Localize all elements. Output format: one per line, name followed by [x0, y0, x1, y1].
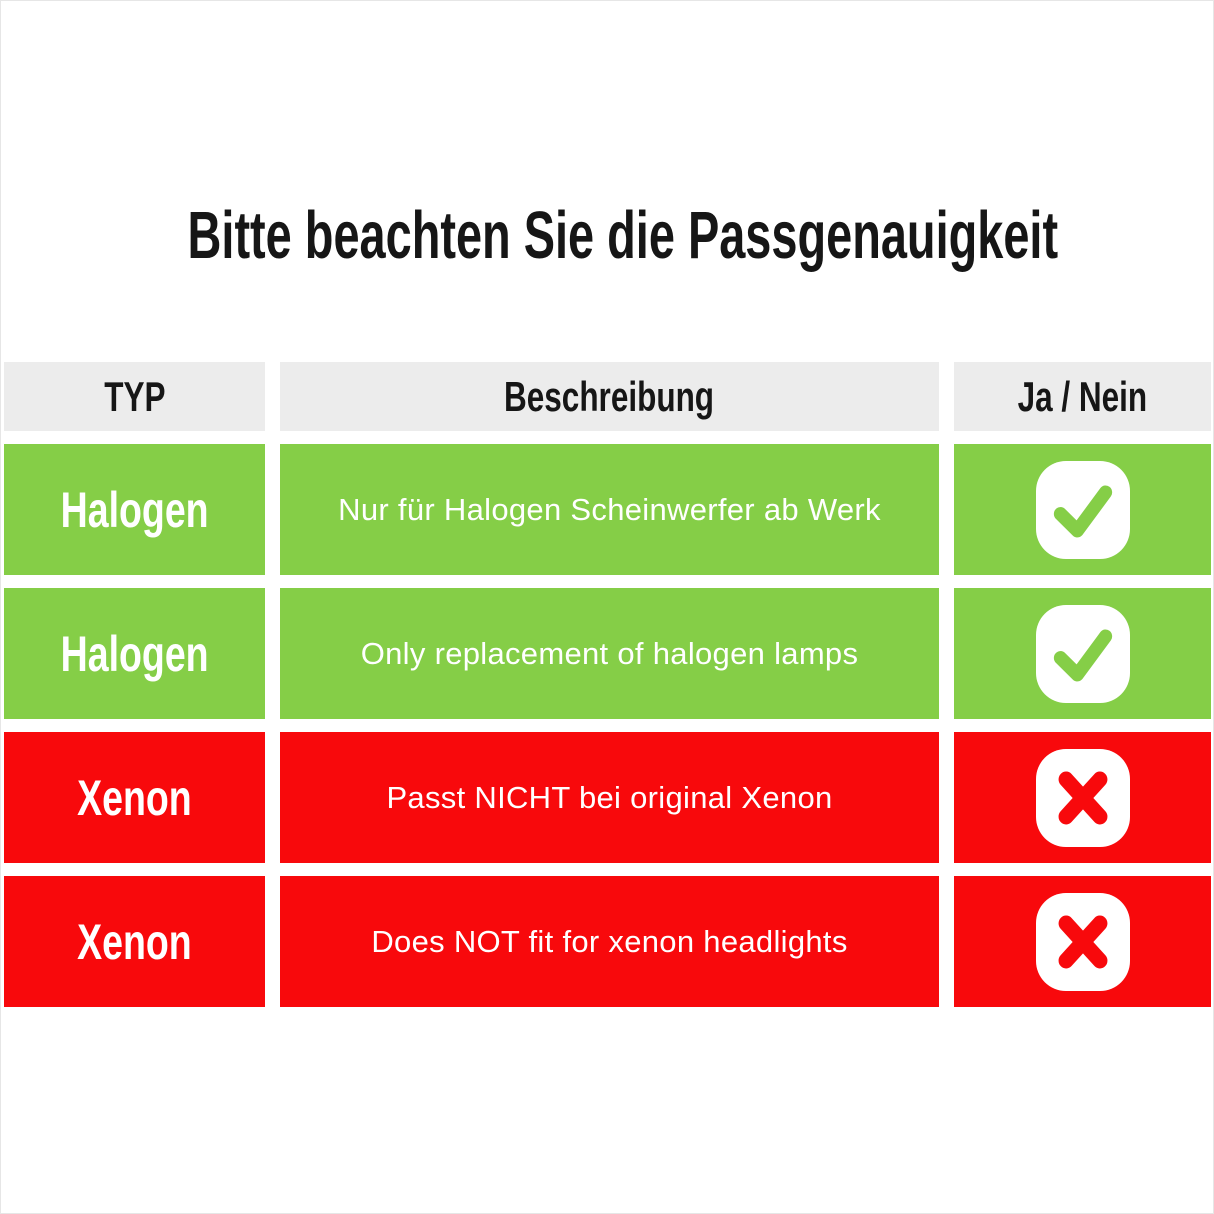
row-3-type-label: Xenon — [77, 769, 192, 826]
page-title-text: Bitte beachten Sie die Passgenauigkeit — [187, 198, 1059, 273]
column-header-typ-label: TYP — [103, 372, 166, 420]
column-header-ja-nein: Ja / Nein — [954, 362, 1211, 431]
check-icon — [1053, 629, 1112, 681]
column-header-beschreibung-label: Beschreibung — [504, 372, 715, 420]
row-2-description-text: Only replacement of halogen lamps — [360, 635, 859, 671]
status-badge — [1035, 604, 1130, 703]
column-header-beschreibung: Beschreibung — [280, 362, 939, 431]
row-4-type-cell: Xenon — [4, 876, 265, 1007]
row-1-description-text: Nur für Halogen Scheinwerfer ab Werk — [338, 491, 881, 527]
row-2-status-cell — [954, 588, 1211, 719]
cross-icon — [1058, 915, 1107, 968]
row-2-type-cell: Halogen — [4, 588, 265, 719]
row-3-status-cell — [954, 732, 1211, 863]
check-icon — [1053, 485, 1112, 537]
row-4-type-label: Xenon — [77, 913, 192, 970]
row-1-type-cell: Halogen — [4, 444, 265, 575]
row-3-type-cell: Xenon — [4, 732, 265, 863]
status-badge — [1035, 460, 1130, 559]
status-badge — [1035, 748, 1130, 847]
row-1-status-cell — [954, 444, 1211, 575]
row-1-type-label: Halogen — [60, 481, 209, 538]
row-4-description-cell: Does NOT fit for xenon headlights — [280, 876, 939, 1007]
row-3-description-cell: Passt NICHT bei original Xenon — [280, 732, 939, 863]
column-header-typ: TYP — [4, 362, 265, 431]
row-1-description-cell: Nur für Halogen Scheinwerfer ab Werk — [280, 444, 939, 575]
column-header-ja-nein-label: Ja / Nein — [1017, 372, 1148, 420]
row-4-status-cell — [954, 876, 1211, 1007]
status-badge — [1035, 892, 1130, 991]
row-2-type-label: Halogen — [60, 625, 209, 682]
row-4-description-text: Does NOT fit for xenon headlights — [371, 923, 848, 959]
row-3-description-text: Passt NICHT bei original Xenon — [386, 779, 833, 815]
fitment-table: TYP Beschreibung Ja / Nein Halogen Nur f… — [4, 362, 1211, 1007]
cross-icon — [1058, 771, 1107, 824]
page-title: Bitte beachten Sie die Passgenauigkeit — [1, 202, 1213, 269]
row-2-description-cell: Only replacement of halogen lamps — [280, 588, 939, 719]
